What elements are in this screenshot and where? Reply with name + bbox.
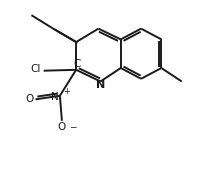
Text: +: + — [63, 87, 69, 96]
Text: −: − — [69, 122, 76, 131]
Text: N: N — [51, 92, 59, 102]
Text: C: C — [73, 59, 80, 69]
Text: O: O — [25, 94, 33, 104]
Text: N: N — [96, 80, 105, 90]
Text: Cl: Cl — [30, 64, 40, 74]
Text: O: O — [58, 122, 66, 132]
